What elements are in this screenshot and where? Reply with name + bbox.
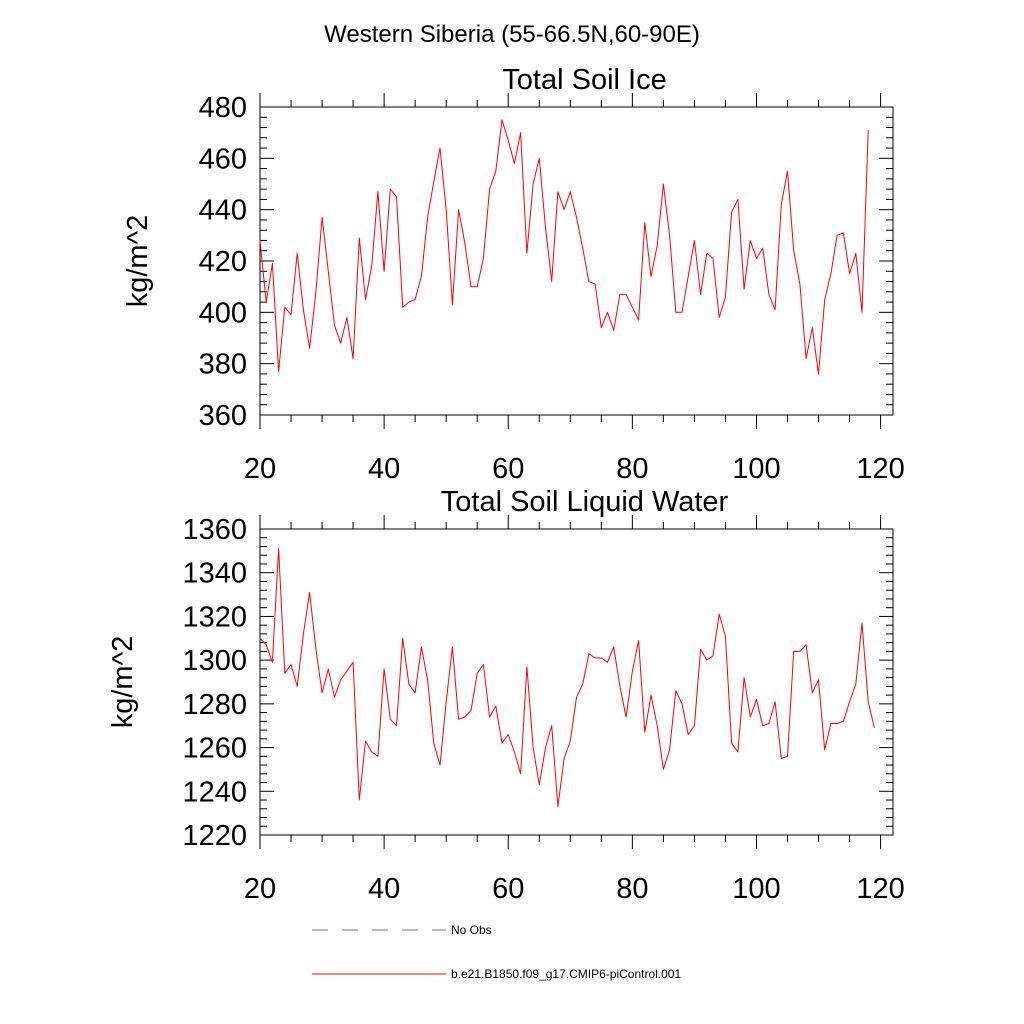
panel1-y-tick-label-1300: 1300 — [182, 645, 247, 677]
figure-title: Western Siberia (55-66.5N,60-90E) — [324, 21, 700, 48]
panel0-y-tick-label-460: 460 — [199, 143, 247, 175]
panel1-y-tick-label-1240: 1240 — [182, 776, 247, 808]
panel0-title: Total Soil Ice — [502, 64, 666, 96]
panel0-plot-frame — [259, 106, 894, 416]
legend-label-model: b.e21.B1850.f09_g17.CMIP6-piControl.001 — [451, 967, 681, 981]
panel0-series-line-b-e21-b1850-f09-g17-cmip6-picontrol-001 — [259, 119, 869, 375]
panel0-x-tick-label-40: 40 — [368, 453, 400, 485]
panel1-y-tick-label-1220: 1220 — [182, 820, 247, 852]
panel1-x-tick-label-100: 100 — [732, 873, 780, 905]
panel0-x-tick-label-80: 80 — [616, 453, 648, 485]
panel0-y-tick-label-400: 400 — [199, 297, 247, 329]
panel1-y-axis-label: kg/m^2 — [107, 636, 139, 729]
legend-label-no-obs: No Obs — [451, 923, 492, 937]
panel1-x-tick-label-80: 80 — [616, 873, 648, 905]
panel0-x-tick-label-120: 120 — [856, 453, 904, 485]
panel1-x-tick-label-60: 60 — [492, 873, 524, 905]
panel1-x-tick-label-20: 20 — [244, 873, 276, 905]
panel1-plot-frame — [259, 528, 894, 836]
panel1-y-tick-label-1340: 1340 — [182, 558, 247, 590]
panel0-x-tick-label-20: 20 — [244, 453, 276, 485]
panel0-x-tick-label-100: 100 — [732, 453, 780, 485]
panel1-y-tick-label-1320: 1320 — [182, 601, 247, 633]
panel-total-soil-liquid-water: 20 40 60 80 100 120 1220 1240 1260 1280 1300 1320 13… — [107, 486, 905, 905]
panel1-y-tick-label-1280: 1280 — [182, 689, 247, 721]
panel0-y-tick-label-380: 380 — [199, 349, 247, 381]
panel1-y-tick-label-1260: 1260 — [182, 733, 247, 765]
panel0-y-tick-label-360: 360 — [199, 400, 247, 432]
panel0-y-tick-label-420: 420 — [199, 246, 247, 278]
panel1-series-line-b-e21-b1850-f09-g17-cmip6-picontrol-001 — [259, 548, 875, 808]
panel1-y-tick-label-1360: 1360 — [182, 514, 247, 546]
panel1-x-tick-label-120: 120 — [856, 873, 904, 905]
panel0-y-axis-label: kg/m^2 — [122, 215, 154, 308]
panel-total-soil-ice: 20 40 60 80 100 120 360 380 400 420 440 460 480 Total… — [122, 64, 905, 485]
legend: No Obs b.e21.B1850.f09_g17.CMIP6-piContr… — [312, 923, 681, 981]
panel1-title: Total Soil Liquid Water — [441, 486, 729, 518]
panel0-y-tick-label-480: 480 — [199, 92, 247, 124]
panel0-y-tick-label-440: 440 — [199, 195, 247, 227]
panel1-x-tick-label-40: 40 — [368, 873, 400, 905]
panel0-x-tick-label-60: 60 — [492, 453, 524, 485]
